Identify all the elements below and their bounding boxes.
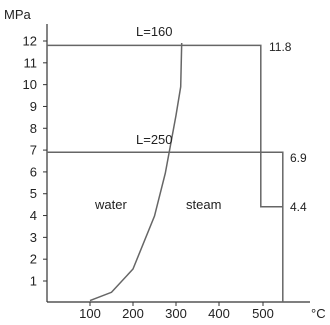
series-line-1: [47, 44, 283, 208]
x-tick-label: 100: [79, 306, 101, 320]
series-label-l250: L=250: [136, 132, 173, 147]
y-tick-label: 6: [30, 164, 37, 179]
y-tick-label: 12: [23, 34, 37, 49]
value-label-4-4: 4.4: [290, 200, 307, 214]
series-layer: [47, 44, 284, 302]
saturation-curve: [89, 42, 183, 302]
y-tick-label: 3: [30, 230, 37, 245]
x-tick-label: 500: [252, 306, 274, 320]
y-tick-label: 4: [30, 208, 37, 223]
y-tick-label: 5: [30, 186, 37, 201]
y-axis-unit-label: MPa: [4, 7, 32, 22]
y-tick-label: 2: [30, 252, 37, 267]
y-tick-label: 10: [23, 77, 37, 92]
series-line-2: [47, 151, 284, 302]
y-tick-label: 1: [30, 274, 37, 289]
x-tick-label: 200: [122, 306, 144, 320]
value-label-6-9: 6.9: [290, 151, 307, 165]
x-axis-unit-label: °C: [311, 306, 326, 320]
y-tick-label: 7: [30, 143, 37, 158]
y-tick-label: 9: [30, 99, 37, 114]
region-label-water: water: [94, 197, 127, 212]
y-tick-label: 11: [24, 55, 38, 70]
value-label-11-8: 11.8: [269, 40, 292, 54]
series-label-l160: L=160: [136, 24, 173, 39]
x-tick-label: 300: [165, 306, 187, 320]
x-tick-label: 400: [208, 306, 230, 320]
curve-layer: [89, 42, 183, 302]
region-label-steam: steam: [186, 197, 221, 212]
y-tick-label: 8: [30, 121, 37, 136]
axes-layer: [43, 24, 310, 306]
